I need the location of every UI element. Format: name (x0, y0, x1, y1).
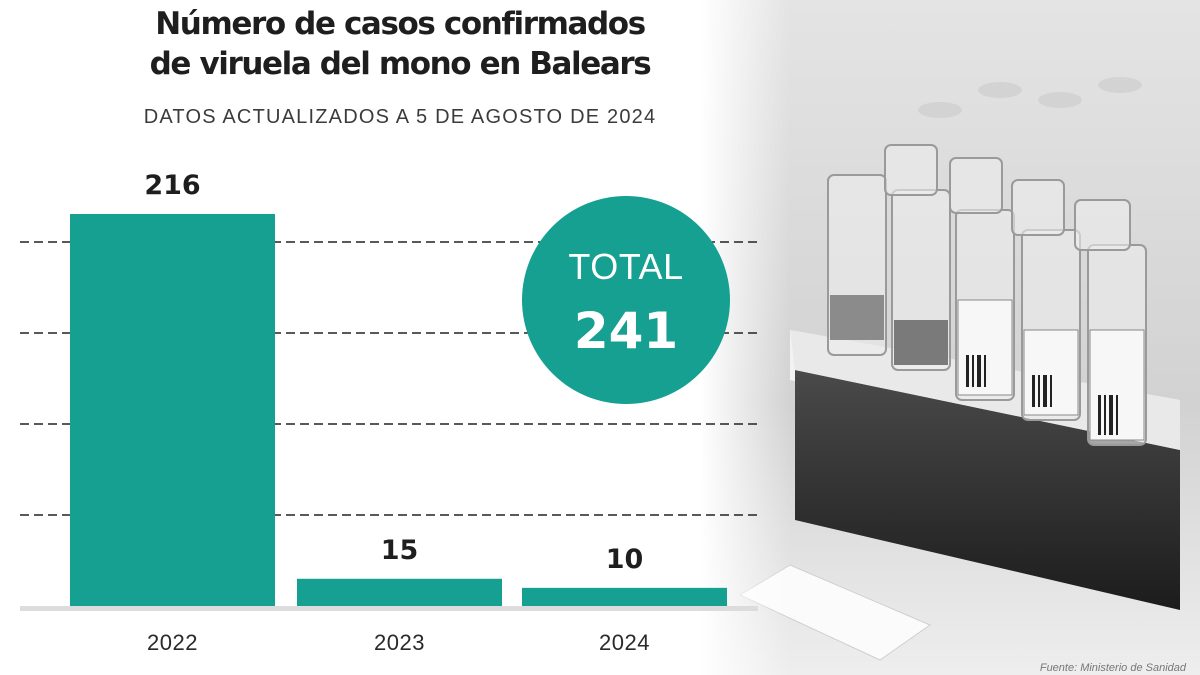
test-tubes-photo (700, 0, 1200, 675)
value-label-2022: 216 (144, 170, 200, 201)
category-label-2023: 2023 (374, 630, 425, 655)
chart-baseline (20, 606, 758, 611)
category-label-2024: 2024 (599, 630, 650, 655)
total-badge: TOTAL 241 (522, 196, 730, 404)
bar-2023 (297, 578, 502, 606)
chart-title-line-1: Número de casos confirmados (155, 6, 646, 42)
chart-title: Número de casos confirmados de viruela d… (20, 4, 780, 84)
bar-chart: 216 2022 15 2023 10 2024 (20, 170, 758, 655)
value-label-2024: 10 (606, 544, 644, 575)
source-note: Fuente: Ministerio de Sanidad (1039, 662, 1186, 674)
bar-2022 (70, 214, 275, 606)
chart-title-line-2: de viruela del mono en Balears (149, 46, 652, 82)
total-label: TOTAL (568, 246, 684, 287)
value-label-2023: 15 (381, 535, 419, 566)
bar-2024 (522, 587, 727, 606)
chart-subtitle: DATOS ACTUALIZADOS A 5 DE AGOSTO DE 2024 (143, 106, 657, 128)
total-value: 241 (573, 302, 679, 360)
category-label-2022: 2022 (147, 630, 198, 655)
